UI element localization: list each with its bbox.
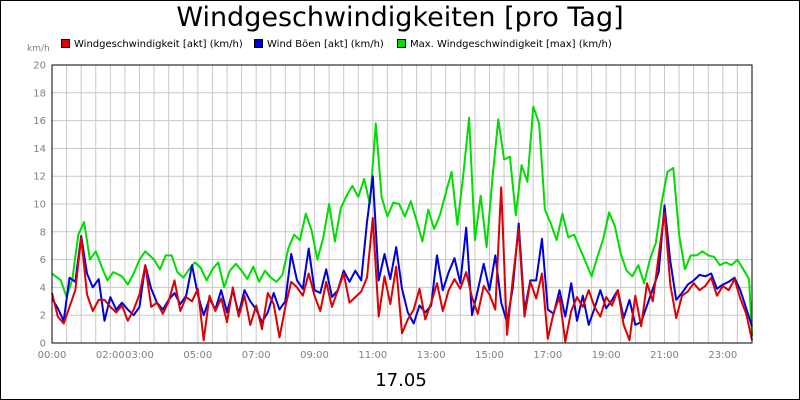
x-tick-label: 15:00 (475, 350, 504, 361)
legend-item-gusts: Wind Böen [akt] (km/h) (254, 39, 384, 50)
legend-item-wind-speed: Windgeschwindigkeit [akt] (km/h) (61, 39, 243, 50)
series-line-0 (51, 105, 753, 337)
legend-swatch-blue (254, 39, 263, 48)
y-tick-label: 6 (40, 255, 46, 266)
chart-title: Windgeschwindigkeiten [pro Tag] (176, 2, 624, 33)
y-tick-label: 20 (33, 61, 46, 72)
legend-item-max-wind: Max. Windgeschwindigkeit [max] (km/h) (397, 39, 612, 50)
legend-label: Wind Böen [akt] (km/h) (267, 39, 384, 50)
y-tick-label: 0 (40, 339, 46, 350)
y-tick-label: 8 (40, 227, 46, 238)
x-tick-label: 03:00 (125, 350, 154, 361)
y-tick-label: 16 (33, 116, 46, 127)
series-line-2 (51, 186, 753, 343)
y-tick-label: 10 (33, 200, 46, 211)
legend-label: Max. Windgeschwindigkeit [max] (km/h) (410, 39, 612, 50)
legend-swatch-red (61, 39, 70, 48)
y-tick-label: 18 (33, 88, 46, 99)
x-tick-label: 02:00 (96, 350, 125, 361)
x-tick-label: 19:00 (592, 350, 621, 361)
legend-label: Windgeschwindigkeit [akt] (km/h) (74, 39, 243, 50)
x-tick-label: 09:00 (300, 350, 329, 361)
x-tick-label: 21:00 (650, 350, 679, 361)
x-tick-label: 07:00 (242, 350, 271, 361)
x-tick-label: 00:00 (38, 350, 67, 361)
x-tick-label: 13:00 (417, 350, 446, 361)
x-tick-label: 11:00 (358, 350, 387, 361)
x-tick-label: 23:00 (708, 350, 737, 361)
y-tick-label: 4 (40, 283, 46, 294)
x-tick-label: 17:00 (533, 350, 562, 361)
date-label: 17.05 (375, 370, 427, 391)
legend-swatch-green (397, 39, 406, 48)
y-tick-label: 14 (33, 144, 46, 155)
y-unit-label: km/h (27, 44, 50, 54)
y-tick-label: 2 (40, 311, 46, 322)
y-tick-label: 12 (33, 172, 46, 183)
x-tick-label: 05:00 (183, 350, 212, 361)
plot-border (51, 64, 753, 344)
